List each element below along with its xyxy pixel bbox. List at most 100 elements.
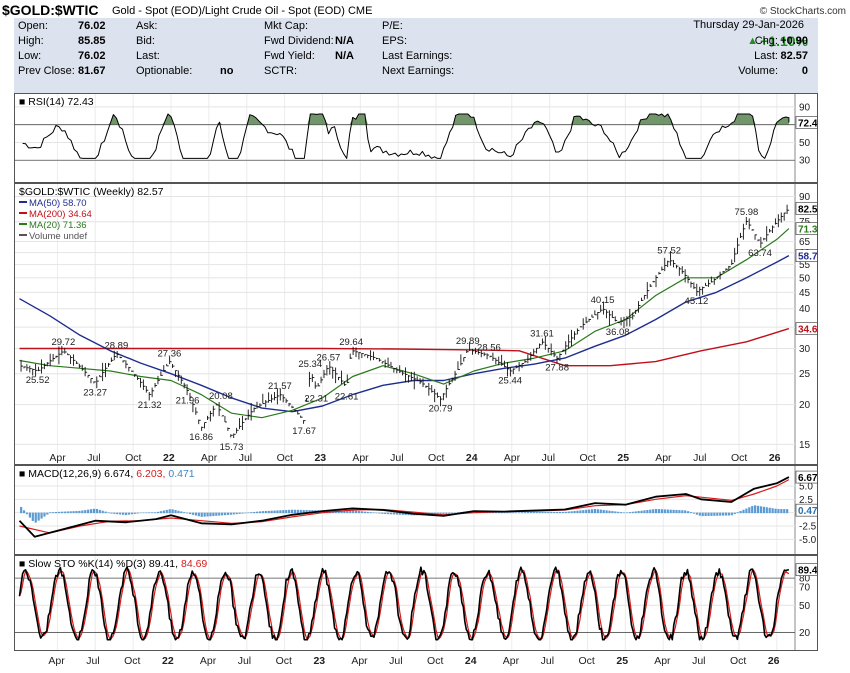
histogram-bar: [101, 510, 104, 514]
y-tick-label: 2.5: [799, 495, 813, 506]
histogram-bar: [343, 510, 346, 514]
histogram-bar: [148, 512, 151, 514]
y-tick-label: 90: [799, 102, 811, 113]
histogram-bar: [398, 512, 401, 515]
macd-histogram: [20, 505, 789, 523]
histogram-bar: [299, 509, 302, 514]
svg-text:6.674: 6.674: [798, 473, 817, 484]
histogram-bar: [75, 510, 78, 514]
histogram-bar: [786, 509, 789, 514]
x-tick-label: Oct: [731, 452, 747, 464]
histogram-bar: [381, 512, 384, 514]
x-tick-label: Oct: [428, 452, 444, 464]
x-tick-label: Oct: [579, 655, 595, 667]
info-label: Low:: [18, 50, 42, 62]
histogram-bar: [223, 512, 227, 516]
rsi-panel: 3050709072.43■ RSI(14) 72.43: [14, 93, 828, 494]
legend-entry: MA(50) 58.70: [29, 198, 87, 209]
histogram-bar: [46, 512, 49, 515]
histogram-bar: [372, 512, 375, 514]
histogram-bar: [768, 507, 771, 514]
histogram-bar: [730, 512, 733, 516]
price-annotation: 20.79: [429, 403, 453, 414]
x-tick-label: Apr: [655, 452, 672, 464]
histogram-bar: [646, 509, 649, 514]
histogram-bar: [395, 512, 398, 515]
histogram-bar: [564, 511, 567, 514]
histogram-bar: [751, 506, 754, 514]
y-tick-label: 70: [799, 583, 811, 594]
histogram-bar: [454, 512, 457, 514]
histogram-bar: [404, 512, 407, 516]
histogram-bar: [660, 509, 664, 514]
histogram-bar: [602, 509, 605, 514]
histogram-bar: [719, 512, 722, 516]
x-tick-label: Jul: [87, 452, 100, 464]
histogram-bar: [357, 511, 361, 514]
histogram-bar: [643, 510, 646, 514]
histogram-bar: [707, 512, 710, 516]
histogram-bar: [349, 510, 352, 514]
histogram-bar: [727, 512, 731, 516]
price-annotation: 27.88: [545, 363, 569, 374]
histogram-bar: [657, 509, 661, 514]
x-tick-label: Jul: [541, 655, 554, 667]
x-tick-label: 25: [616, 655, 628, 667]
histogram-bar: [599, 509, 602, 514]
histogram-bar: [98, 509, 101, 514]
svg-text:71.36: 71.36: [798, 225, 817, 236]
ma20-last-value: 71.36: [795, 222, 828, 236]
histogram-bar: [20, 506, 23, 514]
histogram-bar: [293, 509, 297, 514]
histogram-bar: [258, 511, 262, 514]
histogram-bar: [666, 509, 669, 514]
x-tick-label: Oct: [125, 452, 141, 464]
histogram-bar: [186, 512, 189, 514]
price-annotation: 22.31: [304, 393, 328, 404]
histogram-bar: [777, 508, 780, 514]
symbol-title: $GOLD:$WTIC: [2, 2, 99, 18]
info-label: EPS:: [382, 35, 408, 47]
histogram-bar: [561, 511, 565, 514]
copyright[interactable]: © StockCharts.com: [759, 6, 846, 17]
histogram-bar: [37, 512, 40, 521]
price-annotation: 57.52: [657, 245, 681, 256]
info-value: N/A: [335, 50, 354, 62]
info-label: P/E:: [382, 20, 403, 32]
ma50-last-value: 58.70: [795, 249, 828, 263]
histogram-bar: [171, 509, 174, 514]
histogram-bar: [22, 510, 26, 514]
histogram-bar: [547, 511, 550, 514]
histogram-bar: [701, 512, 704, 517]
x-tick-label: Jul: [389, 655, 402, 667]
histogram-bar: [127, 512, 131, 515]
histogram-bar: [378, 512, 381, 514]
histogram-bar: [678, 510, 681, 514]
svg-text:0.471: 0.471: [798, 506, 817, 517]
histogram-bar: [290, 509, 294, 514]
x-tick-label: 22: [163, 452, 175, 464]
histogram-bar: [780, 509, 783, 514]
histogram-bar: [72, 511, 75, 514]
histogram-bar: [588, 509, 591, 514]
histogram-bar: [110, 512, 113, 514]
histogram-bar: [736, 512, 739, 514]
histogram-bar: [133, 512, 136, 514]
histogram-bar: [34, 512, 37, 523]
histogram-bar: [159, 511, 163, 514]
histogram-bar: [360, 511, 364, 514]
info-value: 85.85: [78, 35, 106, 47]
info-label: Prev Close:: [18, 65, 75, 77]
histogram-bar: [716, 512, 719, 516]
histogram-bar: [366, 511, 369, 514]
histogram-bar: [652, 509, 655, 514]
histogram-bar: [25, 512, 29, 515]
price-annotation: 45.12: [685, 296, 709, 307]
histogram-bar: [130, 512, 133, 515]
histogram-bar: [625, 512, 629, 514]
histogram-bar: [162, 510, 165, 514]
x-tick-label: Jul: [542, 452, 555, 464]
y-tick-label: 80: [799, 574, 811, 585]
histogram-bar: [567, 511, 570, 514]
histogram-bar: [305, 510, 308, 514]
